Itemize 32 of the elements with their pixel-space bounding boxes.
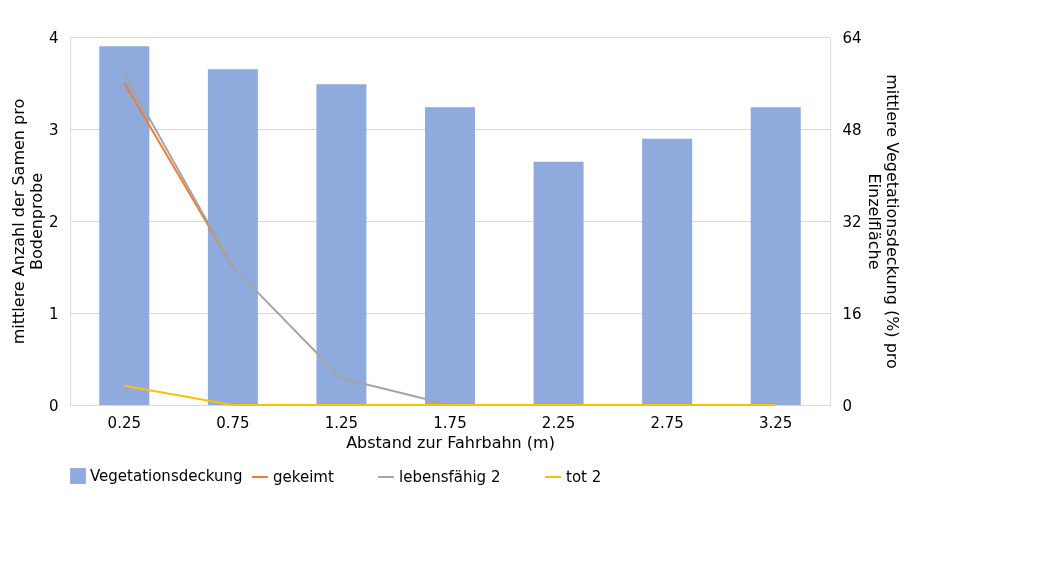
y2-axis-title: mittlere Vegetationsdeckung (%) pro Einzelfläche (864, 74, 902, 369)
x-tick-label: 1.75 (433, 413, 467, 432)
bar (207, 69, 258, 405)
y2-tick-label: 32 (842, 212, 862, 231)
x-axis-title: Abstand zur Fahrbahn (m) (346, 432, 555, 452)
x-tick-label: 1.25 (324, 413, 359, 432)
bar (750, 107, 801, 405)
y2-tick-label: 64 (842, 28, 862, 47)
legend-label: gekeimt (273, 468, 334, 486)
y-tick-label: 3 (48, 120, 59, 139)
bar (99, 46, 150, 405)
y2-tick-label: 16 (842, 304, 862, 323)
bar (533, 161, 584, 405)
y2-tick-label: 0 (842, 396, 853, 415)
legend-label: lebensfähig 2 (399, 468, 501, 486)
y-tick-label: 0 (48, 396, 59, 415)
line-series (123, 72, 451, 406)
x-tick-label: 0.75 (216, 413, 250, 432)
x-tick-label: 3.25 (759, 413, 793, 432)
y-tick-label: 2 (48, 212, 59, 231)
bar (425, 107, 475, 405)
legend-label: tot 2 (566, 468, 602, 486)
y2-tick-label: 48 (842, 120, 862, 139)
x-tick-label: 0.25 (107, 413, 141, 432)
y-tick-label: 4 (48, 28, 59, 47)
bar (316, 84, 367, 405)
x-tick-label: 2.25 (541, 413, 576, 432)
legend-label: Vegetationsdeckung (90, 467, 243, 485)
x-tick-label: 2.75 (650, 413, 684, 432)
y-axis-title: mittlere Anzahl der Samen pro Bodenprobe (8, 98, 46, 345)
y-tick-label: 1 (48, 304, 59, 323)
bar (642, 138, 693, 405)
